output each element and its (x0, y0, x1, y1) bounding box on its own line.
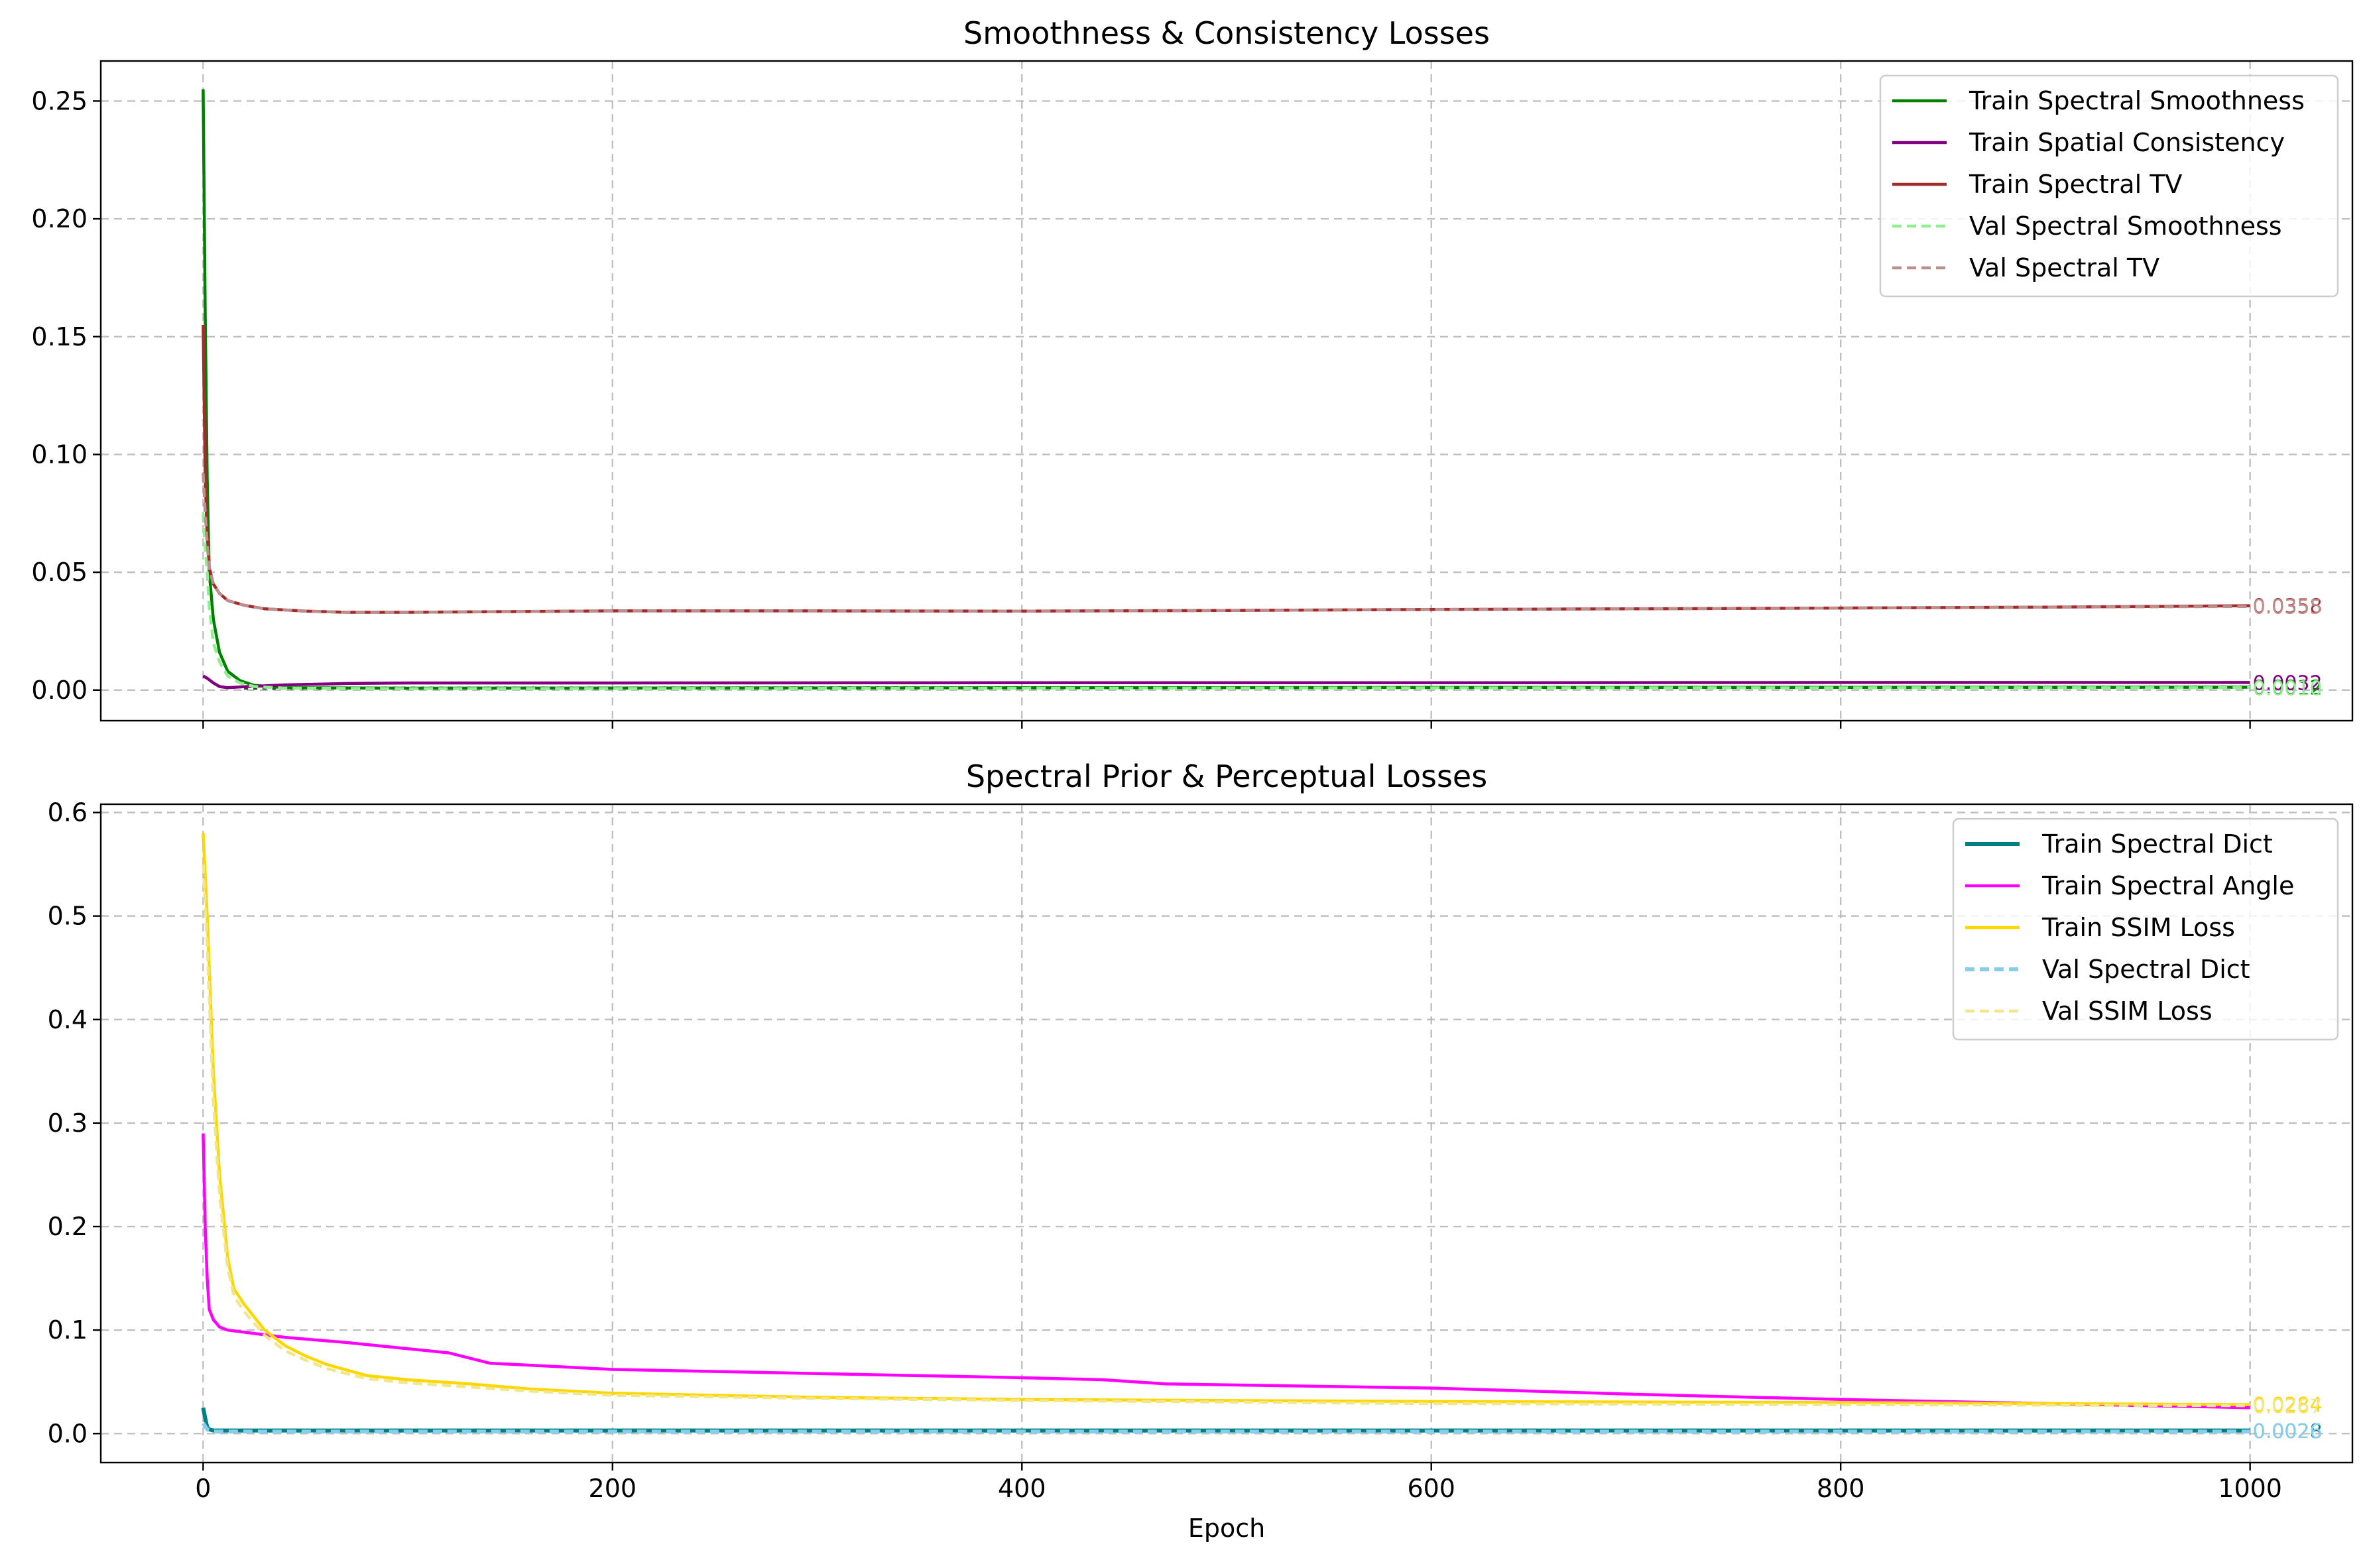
axes-frame (99, 60, 2354, 722)
y-tick-label: 0.20 (31, 204, 88, 233)
x-tick-label: 200 (589, 1474, 637, 1503)
legend-label-train-spatial-consistency: Train Spatial Consistency (1969, 128, 2285, 157)
series-line-train-ssim-loss (202, 833, 2250, 1406)
y-tick-label: 0.05 (31, 558, 88, 587)
series-line-train-spatial-consistency (202, 674, 2250, 690)
plot-area (201, 833, 2250, 1434)
smoothness-consistency-panel: 0.00 0.05 0.10 0.15 0.20 0.25 Smoothness & Con… (31, 15, 2354, 729)
legend-label-val-spectral-smoothness: Val Spectral Smoothness (1969, 211, 2282, 241)
legend-label-train-spectral-tv: Train Spectral TV (1969, 170, 2182, 199)
chart-title: Spectral Prior & Perceptual Losses (966, 758, 1487, 794)
series-line-val-spectral-tv (202, 473, 2250, 614)
end-value-label: 0.0026 (2253, 1420, 2323, 1443)
end-value-label: 0.0028 (2253, 1420, 2323, 1443)
legend-label-train-spectral-dict: Train Spectral Dict (2041, 829, 2273, 859)
series-line-train-spectral-tv (202, 324, 2250, 614)
series-line-train-spectral-angle (202, 1133, 2250, 1410)
y-tick-label: 0.6 (48, 798, 88, 827)
x-tick-label: 600 (1407, 1474, 1455, 1503)
legend-label-train-spectral-angle: Train Spectral Angle (2041, 871, 2294, 900)
end-value-label: 0.0012 (2253, 677, 2323, 700)
y-tick-label: 0.4 (48, 1005, 88, 1034)
end-value-label: 0.0267 (2253, 1396, 2323, 1419)
x-tick-label: 0 (195, 1474, 211, 1503)
series-line-val-ssim-loss (202, 864, 2250, 1408)
legend-label-val-spectral-tv: Val Spectral TV (1969, 253, 2159, 282)
y-tick-label: 0.10 (31, 440, 88, 469)
y-tick-label: 0.00 (31, 676, 88, 705)
y-tick-label: 0.1 (48, 1315, 88, 1345)
series-line-val-spectral-dict (201, 1422, 2250, 1434)
series-line-val-spectral-smoothness (202, 513, 2250, 690)
spectral-perceptual-panel: 0 200 400 600 800 1000 0.0 0.1 0.2 0.3 0.4 0.5 0.6 Sp… (48, 758, 2354, 1543)
end-value-label: 0.0032 (2253, 672, 2323, 695)
legend-box (1879, 74, 2339, 298)
series-line-train-spectral-dict (201, 1407, 2250, 1433)
y-tick-label: 0.25 (31, 86, 88, 115)
legend-label-val-spectral-dict: Val Spectral Dict (2042, 955, 2250, 984)
end-value-label: 0.0358 (2253, 595, 2323, 619)
end-value-label: 0.0284 (2253, 1394, 2323, 1417)
axes-frame (99, 803, 2354, 1464)
plot-area (202, 89, 2250, 690)
legend: Train Spectral Dict Train Spectral Angle T… (1952, 817, 2339, 1041)
legend-box (1952, 817, 2339, 1041)
y-tick-label: 0.2 (48, 1212, 88, 1241)
legend: Train Spectral Smoothness Train Spatial C… (1879, 74, 2339, 298)
end-value-label: 0.0355 (2253, 596, 2323, 619)
y-tick-label: 0.15 (31, 322, 88, 351)
x-tick-label: 400 (998, 1474, 1046, 1503)
end-value-label: 0.0010 (2253, 677, 2323, 700)
y-tick-label: 0.5 (48, 902, 88, 931)
y-tick-label: 0.0 (48, 1419, 88, 1448)
legend-label-val-ssim-loss: Val SSIM Loss (2042, 996, 2213, 1026)
x-axis-label: Epoch (1188, 1514, 1265, 1543)
x-tick-label: 800 (1817, 1474, 1865, 1503)
legend-label-train-spectral-smoothness: Train Spectral Smoothness (1969, 86, 2305, 115)
y-tick-label: 0.3 (48, 1109, 88, 1138)
x-tick-label: 1000 (2218, 1474, 2282, 1503)
chart-title: Smoothness & Consistency Losses (963, 15, 1490, 51)
legend-label-train-ssim-loss: Train SSIM Loss (2041, 913, 2235, 942)
